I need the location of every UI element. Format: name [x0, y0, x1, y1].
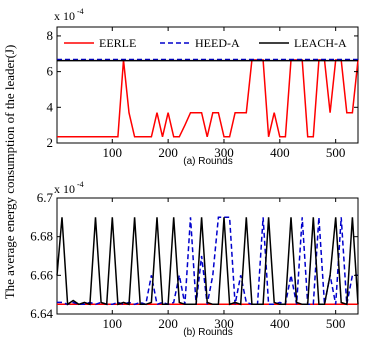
x-tick-label: 500 — [326, 316, 346, 331]
y-tick-label: 6.66 — [30, 267, 53, 282]
y-tick-label: 2 — [47, 135, 54, 150]
panel-b-multiplier: x 10 — [54, 182, 75, 196]
x-tick-label: 300 — [214, 145, 234, 160]
y-tick-label: 6.68 — [30, 229, 53, 244]
y-tick-label: 4 — [47, 99, 54, 114]
x-tick-label: 300 — [214, 316, 234, 331]
x-tick-label: 200 — [158, 145, 178, 160]
x-tick-label: 100 — [103, 316, 123, 331]
panel-a: x 10 -4 100 200 300 400 500 2 4 6 8 EERLE HEED-A L… — [47, 7, 359, 167]
y-tick-label: 6.7 — [37, 190, 54, 205]
x-tick-label: 500 — [326, 145, 346, 160]
panel-a-multiplier: x 10 — [54, 9, 75, 23]
panel-a-caption: (a) Rounds — [183, 156, 232, 167]
y-tick-label: 8 — [47, 28, 54, 43]
legend: EERLE HEED-A LEACH-A — [64, 36, 347, 50]
series-line-eerle — [57, 59, 359, 138]
series-line-leach-a — [56, 217, 359, 306]
legend-label-heed-a: HEED-A — [195, 36, 240, 50]
x-tick-label: 100 — [103, 145, 123, 160]
y-axis-label: The average energy consumption of the le… — [2, 45, 17, 300]
panel-b: x 10 -4 100 200 300 400 500 6.64 6.66 6.68 6.7 (… — [30, 180, 359, 338]
x-tick-label: 200 — [158, 316, 178, 331]
x-tick-label: 400 — [270, 145, 290, 160]
y-tick-label: 6 — [47, 64, 54, 79]
panel-b-multiplier-exp: -4 — [77, 180, 84, 189]
legend-label-eerle: EERLE — [99, 36, 136, 50]
x-tick-label: 400 — [270, 316, 290, 331]
legend-label-leach-a: LEACH-A — [294, 36, 347, 50]
panel-a-multiplier-exp: -4 — [77, 7, 84, 16]
panel-b-caption: (b) Rounds — [183, 327, 232, 338]
panel-b-frame — [56, 197, 359, 315]
y-tick-label: 6.64 — [30, 306, 53, 321]
panel-a-frame — [56, 26, 359, 144]
